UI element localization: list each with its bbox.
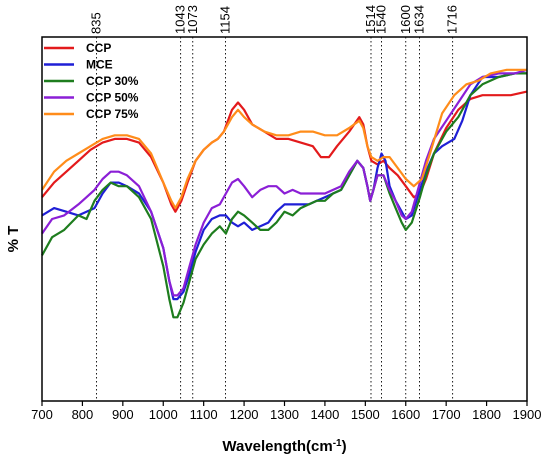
legend-label-mce: MCE bbox=[86, 58, 113, 72]
x-tick-label-1400: 1400 bbox=[310, 407, 339, 422]
peak-label-1073: 1073 bbox=[185, 5, 200, 34]
series-line-ccp-30 bbox=[41, 72, 527, 319]
x-tick-label-800: 800 bbox=[72, 407, 94, 422]
x-tick-label-1200: 1200 bbox=[230, 407, 259, 422]
x-tick-label-1500: 1500 bbox=[351, 407, 380, 422]
x-tick-label-1800: 1800 bbox=[472, 407, 501, 422]
series-line-ccp-50 bbox=[41, 68, 528, 297]
x-tick-label-1300: 1300 bbox=[270, 407, 299, 422]
peak-label-1154: 1154 bbox=[217, 6, 232, 34]
peak-label-1540: 1540 bbox=[374, 5, 389, 34]
x-tick-label-1100: 1100 bbox=[190, 407, 218, 422]
peak-label-1634: 1634 bbox=[411, 5, 426, 34]
legend-label-ccp-30: CCP 30% bbox=[86, 74, 139, 88]
series-layer bbox=[41, 68, 528, 319]
peak-label-1514: 1514 bbox=[363, 5, 378, 34]
x-tick-label-1900: 1900 bbox=[513, 407, 542, 422]
legend: CCP MCE CCP 30% CCP 50% CCP 75% bbox=[44, 41, 139, 121]
peak-label-1043: 1043 bbox=[173, 5, 188, 34]
x-tick-label-700: 700 bbox=[31, 407, 53, 422]
peak-label-1600: 1600 bbox=[398, 5, 413, 34]
x-tick-label-1000: 1000 bbox=[149, 407, 178, 422]
peak-label-1716: 1716 bbox=[445, 5, 460, 34]
x-tick-label-900: 900 bbox=[112, 407, 134, 422]
legend-label-ccp-50: CCP 50% bbox=[86, 91, 139, 105]
x-tick-label-1700: 1700 bbox=[432, 407, 461, 422]
x-axis: 700 800 900 1000 1100 1200 1300 1400 1500 1600 170… bbox=[31, 401, 541, 422]
series-line-ccp-75 bbox=[41, 68, 527, 210]
x-axis-title: Wavelength(cm-1) bbox=[222, 438, 346, 456]
series-line-mce bbox=[41, 72, 527, 301]
y-axis-title: % T bbox=[5, 226, 22, 253]
peak-label-835: 835 bbox=[89, 12, 104, 34]
x-tick-label-1600: 1600 bbox=[391, 407, 420, 422]
legend-label-ccp-75: CCP 75% bbox=[86, 107, 139, 121]
legend-label-ccp: CCP bbox=[86, 41, 111, 55]
